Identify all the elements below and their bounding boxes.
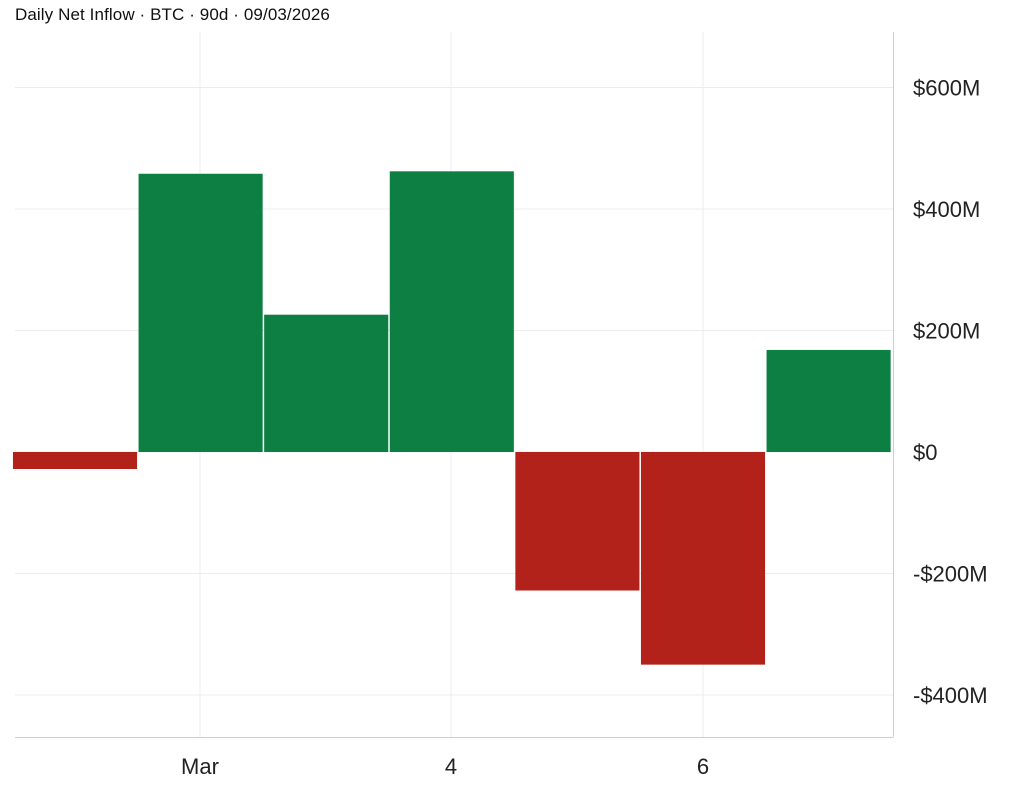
bar-feb-28 xyxy=(12,452,138,470)
bar-mar-5 xyxy=(640,452,766,665)
bar-mar-6 xyxy=(766,349,891,452)
axes xyxy=(15,32,894,738)
bar-mar-2 xyxy=(264,314,389,452)
chart-title: Daily Net Inflow · BTC · 90d · 09/03/202… xyxy=(15,5,330,24)
x-tick-label: 6 xyxy=(697,754,709,779)
bar-mar-1 xyxy=(138,173,263,452)
bar-mar-4 xyxy=(515,452,640,591)
bar-mar-3 xyxy=(389,171,514,452)
y-tick-label: -$200M xyxy=(913,562,988,587)
y-tick-label: $0 xyxy=(913,440,937,465)
y-tick-label: $600M xyxy=(913,76,980,101)
bar-series xyxy=(12,171,891,665)
y-tick-label: -$400M xyxy=(913,683,988,708)
x-tick-label: 4 xyxy=(445,754,457,779)
x-tick-label: Mar xyxy=(181,754,219,779)
y-axis-tick-labels: $600M $400M $200M $0 -$200M -$400M xyxy=(913,76,988,709)
y-tick-label: $200M xyxy=(913,319,980,344)
x-axis-tick-labels: Mar 4 6 xyxy=(181,754,709,779)
y-tick-label: $400M xyxy=(913,197,980,222)
